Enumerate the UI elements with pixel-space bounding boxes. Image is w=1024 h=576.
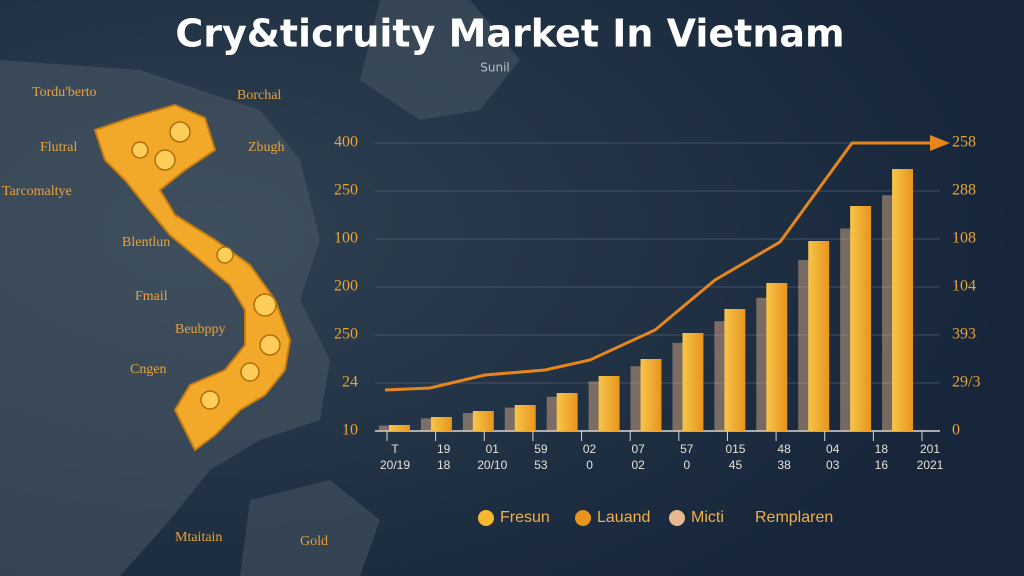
x-tick-label: 48 [777, 442, 791, 456]
bar [514, 405, 536, 431]
x-tick-label: 20/19 [380, 458, 410, 472]
legend-marker [478, 510, 494, 526]
map-label: Blentlun [122, 235, 170, 250]
map-label: Gold [300, 534, 328, 549]
map-label: Fmail [135, 289, 168, 304]
coin-icon [154, 149, 176, 171]
coin-icon [169, 121, 191, 143]
x-tick-label: 53 [534, 458, 548, 472]
coin-icon [131, 141, 149, 159]
y-tick-label: 400 [334, 134, 358, 151]
y2-tick-label: 393 [952, 326, 976, 343]
trend-line [384, 141, 935, 392]
bar [598, 376, 620, 431]
x-tick-label: 18 [437, 458, 451, 472]
bar [430, 417, 452, 431]
bar [389, 425, 410, 431]
land [0, 60, 330, 576]
y-tick-label: 10 [342, 422, 358, 439]
y2-tick-label: 0 [952, 422, 960, 439]
x-tick-label: 18 [875, 442, 889, 456]
trend-arrow [930, 135, 950, 151]
x-tick-label: 201 [920, 442, 940, 456]
land [360, 0, 520, 120]
map-label: Tarcomaltye [2, 184, 72, 199]
x-tick-label: 015 [725, 442, 745, 456]
land [240, 480, 380, 576]
y2-tick-label: 108 [952, 230, 976, 247]
legend-label: Remplaren [755, 509, 833, 526]
legend-marker [669, 510, 685, 526]
x-tick-label: 20/10 [477, 458, 507, 472]
x-tick-label: 59 [534, 442, 548, 456]
bar [766, 283, 788, 431]
x-tick-label: 01 [486, 442, 500, 456]
bar [682, 333, 704, 431]
x-tick-label: 0 [586, 458, 593, 472]
bar [640, 359, 662, 431]
coin-icon [240, 362, 260, 382]
y-tick-label: 250 [334, 182, 358, 199]
legend-label: Fresun [500, 509, 550, 526]
bar [472, 411, 494, 431]
x-tick-label: 19 [437, 442, 451, 456]
x-tick-label: 45 [729, 458, 743, 472]
x-tick-label: 02 [583, 442, 597, 456]
legend-label: Lauand [597, 509, 650, 526]
bar [556, 393, 578, 431]
x-tick-label: 02 [632, 458, 646, 472]
legend-marker [575, 510, 591, 526]
bar [724, 309, 746, 431]
legend-label: Micti [691, 509, 724, 526]
map-label: Borchal [237, 88, 281, 103]
x-tick-label: 57 [680, 442, 694, 456]
coin-icon [259, 334, 281, 356]
x-tick-label: T [391, 442, 399, 456]
y2-tick-label: 258 [952, 134, 976, 151]
x-tick-label: 07 [632, 442, 646, 456]
x-tick-label: 38 [777, 458, 791, 472]
y-tick-label: 24 [342, 374, 358, 391]
map-label: Tordu'berto [32, 85, 97, 100]
title: Cry&ticruity Market In Vietnam [175, 12, 844, 56]
x-tick-label: 2021 [917, 458, 944, 472]
x-tick-label: 0 [683, 458, 690, 472]
map-label: Mtaitain [175, 530, 222, 545]
bar [850, 206, 872, 431]
coin-icon [253, 293, 277, 317]
coin-icon [216, 246, 234, 264]
x-tick-label: 04 [826, 442, 840, 456]
y-tick-label: 250 [334, 326, 358, 343]
coin-icon [200, 390, 220, 410]
y-tick-label: 200 [334, 278, 358, 295]
map-label: Cngen [130, 362, 167, 377]
chart: 400 250 100 200 250 24 10 258 288 108 104 393 29/3 0 T… [334, 134, 980, 473]
y-tick-label: 100 [334, 230, 358, 247]
subtitle: Sunil [480, 61, 510, 75]
map-label: Zbugh [248, 140, 285, 155]
bar [892, 169, 914, 431]
x-tick-label: 03 [826, 458, 840, 472]
map-label: Flutral [40, 140, 77, 155]
bar [808, 241, 830, 431]
y2-tick-label: 104 [952, 278, 976, 295]
map-label: Beubppy [175, 322, 226, 337]
vietnam-map [93, 103, 292, 452]
x-tick-label: 16 [875, 458, 889, 472]
y2-tick-label: 29/3 [952, 374, 980, 391]
y2-tick-label: 288 [952, 182, 976, 199]
